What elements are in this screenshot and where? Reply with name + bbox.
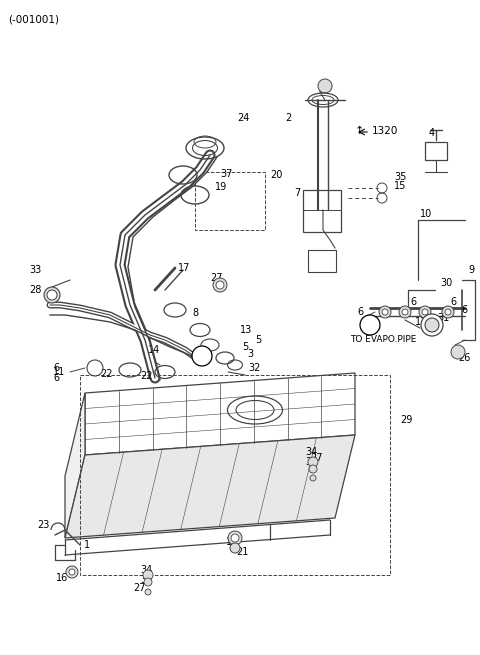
- Circle shape: [399, 306, 411, 318]
- Circle shape: [421, 314, 443, 336]
- Text: 13: 13: [240, 325, 252, 335]
- Text: 22: 22: [140, 371, 153, 381]
- Text: 24: 24: [237, 113, 250, 123]
- Circle shape: [318, 79, 332, 93]
- Circle shape: [213, 278, 227, 292]
- Text: 34: 34: [140, 565, 152, 575]
- Circle shape: [144, 578, 152, 586]
- Text: 28: 28: [30, 285, 42, 295]
- Text: 33: 33: [30, 265, 42, 275]
- Text: 6: 6: [54, 363, 60, 373]
- Text: 34: 34: [305, 447, 317, 457]
- Bar: [308, 250, 336, 272]
- Bar: [195, 172, 265, 230]
- Text: 27: 27: [210, 273, 223, 283]
- Text: 37: 37: [220, 169, 232, 179]
- Circle shape: [145, 589, 151, 595]
- Circle shape: [192, 346, 212, 366]
- Text: 36: 36: [305, 457, 317, 467]
- Text: 36: 36: [140, 575, 152, 585]
- Text: 6: 6: [450, 297, 456, 307]
- Circle shape: [216, 281, 224, 289]
- Text: 1: 1: [84, 540, 90, 550]
- Circle shape: [143, 570, 153, 580]
- Circle shape: [451, 345, 465, 359]
- Bar: [80, 375, 390, 575]
- Text: 21: 21: [236, 547, 248, 557]
- Text: 12: 12: [415, 317, 427, 327]
- Text: 14: 14: [148, 345, 160, 355]
- Circle shape: [442, 306, 454, 318]
- Circle shape: [44, 287, 60, 303]
- Text: 11: 11: [53, 367, 65, 377]
- Text: 6: 6: [54, 373, 60, 383]
- Text: 6: 6: [410, 297, 416, 307]
- Polygon shape: [65, 393, 85, 538]
- Text: 16: 16: [56, 573, 68, 583]
- Text: 3: 3: [247, 349, 253, 359]
- Circle shape: [360, 315, 380, 335]
- Text: 35: 35: [394, 172, 407, 182]
- Text: 17: 17: [178, 263, 191, 273]
- Text: TO EVAPO.PIPE: TO EVAPO.PIPE: [350, 335, 416, 345]
- Circle shape: [425, 318, 439, 332]
- Circle shape: [231, 534, 239, 542]
- Bar: [425, 142, 447, 160]
- Text: 8: 8: [192, 308, 198, 318]
- Polygon shape: [85, 373, 355, 455]
- Circle shape: [310, 475, 316, 481]
- Text: 30: 30: [440, 278, 452, 288]
- Circle shape: [422, 309, 428, 315]
- Text: 10: 10: [420, 209, 432, 219]
- Text: A: A: [367, 320, 373, 329]
- Text: 5: 5: [242, 342, 248, 352]
- Text: 9: 9: [468, 265, 474, 275]
- Text: 27: 27: [133, 583, 145, 593]
- Text: 2: 2: [285, 113, 291, 123]
- Text: 18: 18: [226, 537, 238, 547]
- Polygon shape: [65, 435, 355, 538]
- Circle shape: [66, 566, 78, 578]
- Circle shape: [308, 457, 318, 467]
- Text: A: A: [199, 352, 205, 360]
- Text: 26: 26: [458, 353, 470, 363]
- Circle shape: [379, 306, 391, 318]
- Text: 20: 20: [270, 170, 282, 180]
- Text: 31: 31: [437, 313, 449, 323]
- Text: 7: 7: [294, 188, 300, 198]
- Circle shape: [228, 531, 242, 545]
- Text: 15: 15: [394, 181, 407, 191]
- Text: 5: 5: [255, 335, 261, 345]
- Circle shape: [402, 309, 408, 315]
- Text: 27: 27: [310, 453, 323, 463]
- Text: 23: 23: [37, 520, 50, 530]
- Text: ↑: ↑: [355, 126, 364, 136]
- Circle shape: [47, 290, 57, 300]
- Text: 6: 6: [461, 305, 467, 315]
- Circle shape: [69, 569, 75, 575]
- Circle shape: [445, 309, 451, 315]
- Text: 6: 6: [357, 307, 363, 317]
- Circle shape: [419, 306, 431, 318]
- Text: 32: 32: [248, 363, 260, 373]
- Text: 4: 4: [429, 128, 435, 138]
- Bar: [303, 190, 341, 232]
- Text: 22: 22: [100, 369, 112, 379]
- Circle shape: [309, 465, 317, 473]
- Circle shape: [230, 543, 240, 553]
- Text: 1320: 1320: [372, 126, 398, 136]
- Text: (-001001): (-001001): [8, 14, 59, 24]
- Text: 29: 29: [400, 415, 412, 425]
- Text: 19: 19: [215, 182, 227, 192]
- Circle shape: [382, 309, 388, 315]
